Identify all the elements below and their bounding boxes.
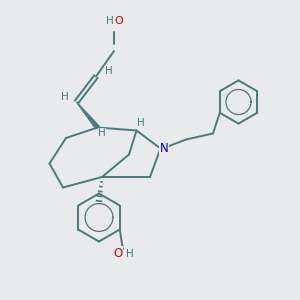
Polygon shape xyxy=(76,102,99,129)
Text: N: N xyxy=(160,142,169,155)
Text: O: O xyxy=(114,16,123,26)
Text: H: H xyxy=(61,92,69,102)
Text: H: H xyxy=(125,249,133,259)
Text: H: H xyxy=(106,16,113,26)
Text: H: H xyxy=(98,128,106,139)
Text: H: H xyxy=(105,66,112,76)
Text: O: O xyxy=(114,247,123,260)
Text: H: H xyxy=(137,118,145,128)
